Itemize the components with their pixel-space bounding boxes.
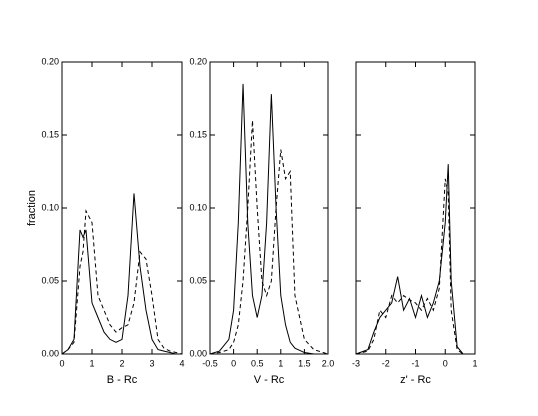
series-line bbox=[61, 193, 182, 355]
series-line bbox=[61, 209, 183, 355]
series-line bbox=[209, 120, 329, 355]
x-axis-label: V - Rc bbox=[254, 374, 285, 386]
x-axis-label: z' - Rc bbox=[400, 374, 431, 386]
series-line bbox=[355, 178, 475, 355]
plot-frame bbox=[355, 61, 476, 355]
y-tick-label: 0.10 bbox=[189, 202, 207, 212]
y-tick-label: 0.15 bbox=[189, 129, 207, 139]
y-tick-label: 0.00 bbox=[41, 348, 59, 358]
y-tick-label: 0.05 bbox=[41, 275, 59, 285]
x-tick-label: 4 bbox=[179, 358, 184, 368]
series-line bbox=[209, 83, 328, 355]
y-tick-label: 0.20 bbox=[41, 56, 59, 66]
x-tick-label: 1 bbox=[472, 358, 477, 368]
series-line bbox=[355, 164, 475, 355]
x-tick-label: 0.5 bbox=[251, 358, 264, 368]
x-tick-label: -3 bbox=[352, 358, 360, 368]
x-tick-label: 0 bbox=[59, 358, 64, 368]
x-axis-label: B - Rc bbox=[107, 374, 138, 386]
y-tick-label: 0.20 bbox=[189, 56, 207, 66]
x-tick-label: 1 bbox=[278, 358, 283, 368]
x-tick-label: -0.5 bbox=[202, 358, 218, 368]
y-axis-label: fraction bbox=[26, 190, 38, 226]
x-tick-label: 2.0 bbox=[322, 358, 335, 368]
plot-frame bbox=[209, 61, 329, 355]
x-tick-label: 2 bbox=[119, 358, 124, 368]
y-tick-label: 0.05 bbox=[189, 275, 207, 285]
y-tick-label: 0.15 bbox=[41, 129, 59, 139]
plot-frame bbox=[61, 61, 183, 355]
y-tick-label: 0.00 bbox=[189, 348, 207, 358]
x-tick-label: -2 bbox=[382, 358, 390, 368]
x-tick-label: 3 bbox=[149, 358, 154, 368]
x-tick-label: 1.5 bbox=[298, 358, 311, 368]
x-tick-label: 1 bbox=[89, 358, 94, 368]
x-tick-label: 0 bbox=[443, 358, 448, 368]
y-tick-label: 0.10 bbox=[41, 202, 59, 212]
x-tick-label: 0 bbox=[231, 358, 236, 368]
x-tick-label: -1 bbox=[411, 358, 419, 368]
